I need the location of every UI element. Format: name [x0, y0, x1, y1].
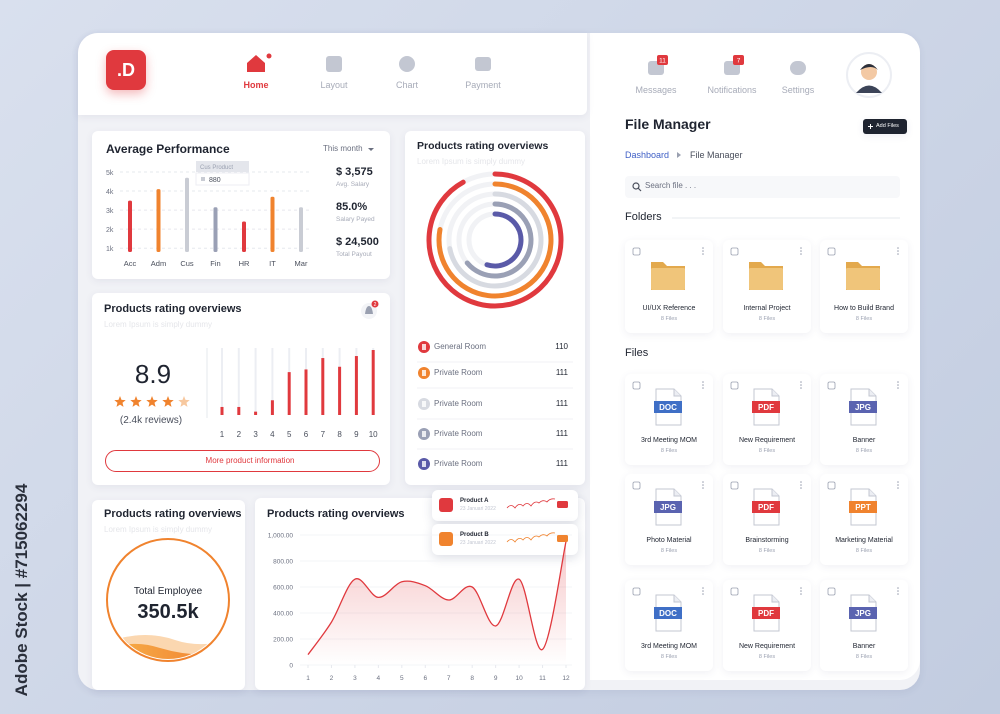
room-label: Private Room	[434, 399, 483, 408]
file-count: 8 Files	[758, 654, 776, 660]
folder-name: Internal Project	[743, 305, 791, 312]
file-name: New Requirement	[738, 643, 796, 650]
logo[interactable]	[106, 50, 146, 90]
stat-value: $ 3,575	[336, 166, 373, 178]
room-label: General Room	[434, 342, 487, 351]
add-files-button[interactable]	[863, 119, 907, 134]
card-title: Products rating overviews	[104, 303, 242, 315]
stat-label: Avg. Salary	[336, 181, 370, 188]
file-count: 8 Files	[660, 448, 678, 454]
card-title: Products rating overviews	[417, 140, 549, 152]
employee-label: Total Employee	[133, 586, 203, 597]
room-value: 111	[555, 368, 568, 377]
logo-text: .D	[117, 60, 135, 80]
employee-value: 350.5k	[137, 601, 199, 623]
file-count: 8 Files	[855, 654, 873, 660]
room-label: Private Room	[434, 429, 483, 438]
reviews: (2.4k reviews)	[119, 415, 183, 426]
file-count: 8 Files	[855, 548, 873, 554]
top-nav	[78, 33, 587, 115]
breadcrumb-current: File Manager	[690, 150, 743, 160]
file-name: Brainstorming	[745, 537, 789, 544]
topbar-item[interactable]: Settings	[781, 85, 815, 95]
stat-label: Total Payout	[336, 251, 372, 258]
nav-item[interactable]: Layout	[320, 80, 348, 90]
file-name: Banner	[852, 437, 876, 444]
file-name: 3rd Meeting MOM	[640, 437, 698, 444]
filter: This month	[323, 144, 363, 153]
stat-label: Salary Payed	[336, 216, 375, 223]
folder-name: UI/UX Reference	[642, 305, 696, 312]
nav-item[interactable]: Home	[243, 80, 269, 90]
stat-value: 85.0%	[336, 201, 368, 213]
room-value: 111	[555, 399, 568, 408]
card-subtitle: Lorem Ipsum is simply dummy	[104, 525, 213, 534]
file-panel	[590, 33, 920, 680]
file-count: 8 Files	[855, 448, 873, 454]
more-button[interactable]	[105, 450, 380, 472]
topbar-item[interactable]: Messages	[635, 85, 677, 95]
product-date: 23 Januari 2022	[460, 506, 496, 512]
room-value: 111	[555, 459, 568, 468]
file-count: 8 Files	[758, 448, 776, 454]
button-text: Add Files	[876, 123, 899, 129]
folder-name: How to Build Brand	[834, 305, 894, 312]
room-value: 111	[555, 429, 568, 438]
product-name: Product A	[460, 498, 489, 504]
folder-count: 8 Files	[855, 316, 873, 322]
room-label: Private Room	[434, 459, 483, 468]
breadcrumb-link[interactable]: Dashboard	[625, 150, 670, 160]
product-popup	[432, 524, 578, 555]
file-name: 3rd Meeting MOM	[640, 643, 698, 650]
file-count: 8 Files	[758, 548, 776, 554]
file-count: 8 Files	[660, 548, 678, 554]
nav-item[interactable]: Payment	[465, 80, 501, 90]
card-title: Products rating overviews	[104, 508, 242, 520]
file-count: 8 Files	[660, 654, 678, 660]
search-placeholder: Search file . . .	[645, 181, 697, 190]
button-text: More product information	[205, 456, 295, 465]
section-label: Folders	[625, 211, 662, 223]
topbar-item[interactable]: Notifications	[707, 85, 757, 95]
search-box[interactable]	[625, 176, 900, 198]
room-value: 110	[555, 342, 568, 351]
file-name: Banner	[852, 643, 876, 650]
folder-count: 8 Files	[660, 316, 678, 322]
card-subtitle: Lorem Ipsum is simply dummy	[417, 157, 526, 166]
score: 8.9	[134, 359, 172, 389]
nav-item[interactable]: Chart	[395, 80, 419, 90]
file-name: Marketing Material	[835, 537, 893, 544]
stat-value: $ 24,500	[336, 236, 379, 248]
card-title: Average Performance	[106, 142, 230, 156]
room-label: Private Room	[434, 368, 483, 377]
section-label: Files	[625, 347, 649, 359]
card-subtitle: Lorem Ipsum is simply dummy	[104, 320, 213, 329]
panel-title: File Manager	[625, 116, 711, 132]
card-title: Products rating overviews	[267, 508, 405, 520]
file-name: New Requirement	[738, 437, 796, 444]
performance-card	[92, 131, 390, 279]
watermark: Adobe Stock | #715062294	[12, 483, 31, 696]
product-popup	[432, 490, 578, 521]
product-name: Product B	[460, 532, 489, 538]
product-date: 23 Januari 2022	[460, 540, 496, 546]
folder-count: 8 Files	[758, 316, 776, 322]
file-name: Photo Material	[646, 537, 692, 544]
